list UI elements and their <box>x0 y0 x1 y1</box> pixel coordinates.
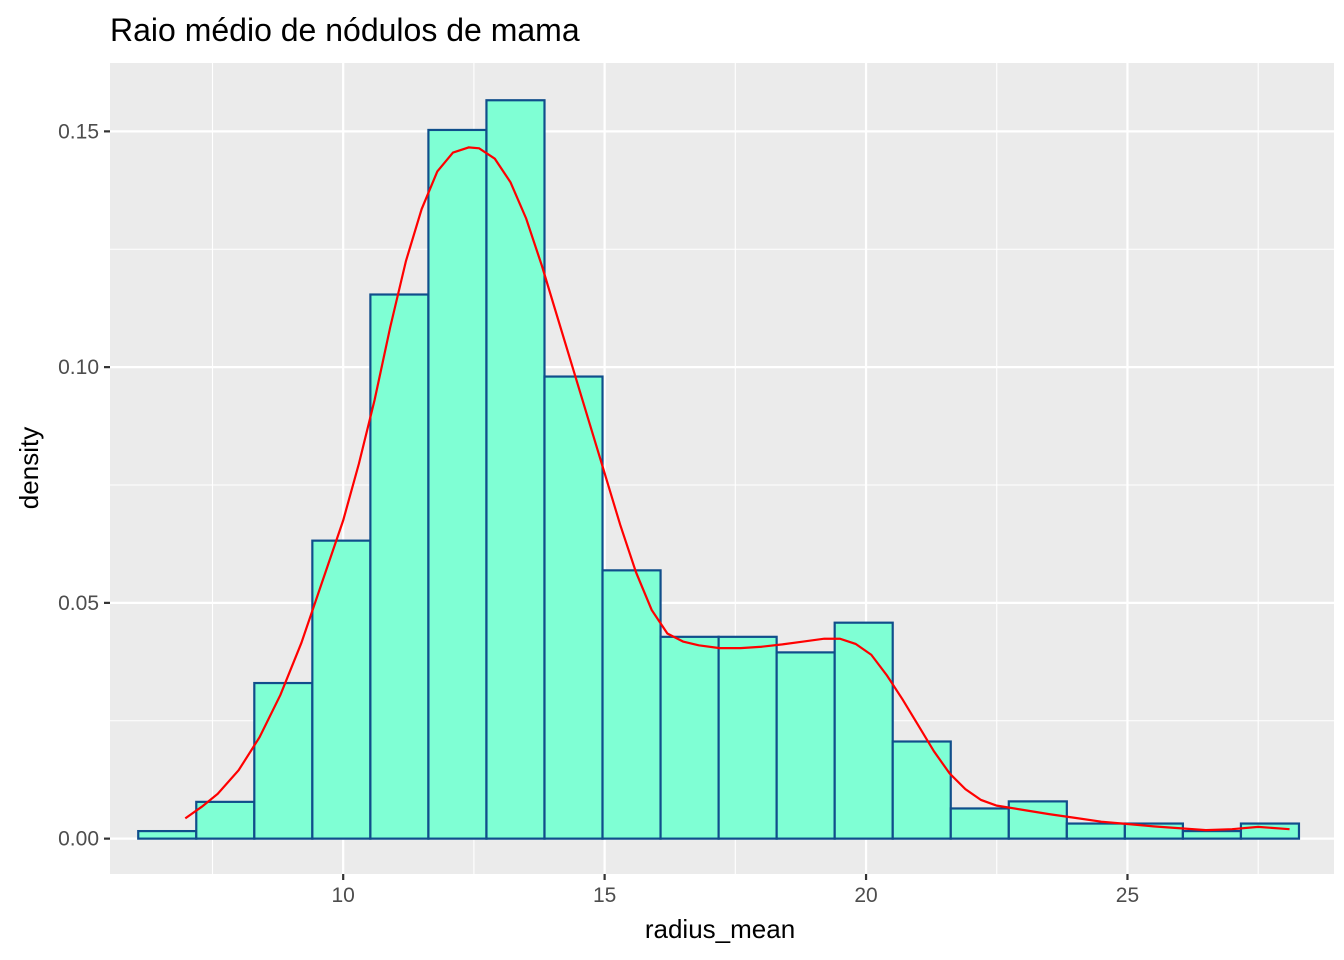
histogram-bar <box>311 539 372 840</box>
histogram-bar <box>485 99 546 840</box>
y-tick-label: 0.10 <box>58 356 99 379</box>
y-axis-title: density <box>14 427 44 509</box>
histogram-bar <box>137 829 198 840</box>
histogram-bar <box>833 621 894 840</box>
x-axis-title: radius_mean <box>645 914 795 944</box>
histogram-bar <box>1065 822 1126 840</box>
y-tick-label: 0.00 <box>58 828 99 851</box>
histogram-bar <box>1007 800 1068 840</box>
chart-title: Raio médio de nódulos de mama <box>110 12 580 48</box>
histogram-bar <box>427 128 488 840</box>
x-axis: 10 15 20 25 <box>332 874 1139 907</box>
y-tick-label: 0.05 <box>58 592 99 615</box>
density-curve <box>184 146 1290 832</box>
x-tick-label: 10 <box>332 884 355 907</box>
x-tick-label: 20 <box>854 884 877 907</box>
histogram-bars <box>137 99 1301 840</box>
histogram-bar <box>369 293 430 840</box>
histogram-bar <box>1239 822 1301 840</box>
histogram-bar <box>253 681 314 840</box>
x-tick-label: 15 <box>593 884 616 907</box>
histogram-bar <box>601 569 662 840</box>
y-axis: 0.00 0.05 0.10 0.15 <box>58 120 110 851</box>
y-tick-label: 0.15 <box>58 120 99 143</box>
histogram-bar <box>717 635 778 840</box>
histogram-bar <box>1181 829 1243 840</box>
histogram-bar <box>543 375 604 840</box>
histogram-bar <box>949 807 1010 840</box>
histogram-bar <box>195 800 256 840</box>
histogram-bar <box>891 740 952 840</box>
histogram-bar <box>775 651 836 840</box>
histogram-bar <box>659 635 720 840</box>
x-tick-label: 25 <box>1116 884 1139 907</box>
